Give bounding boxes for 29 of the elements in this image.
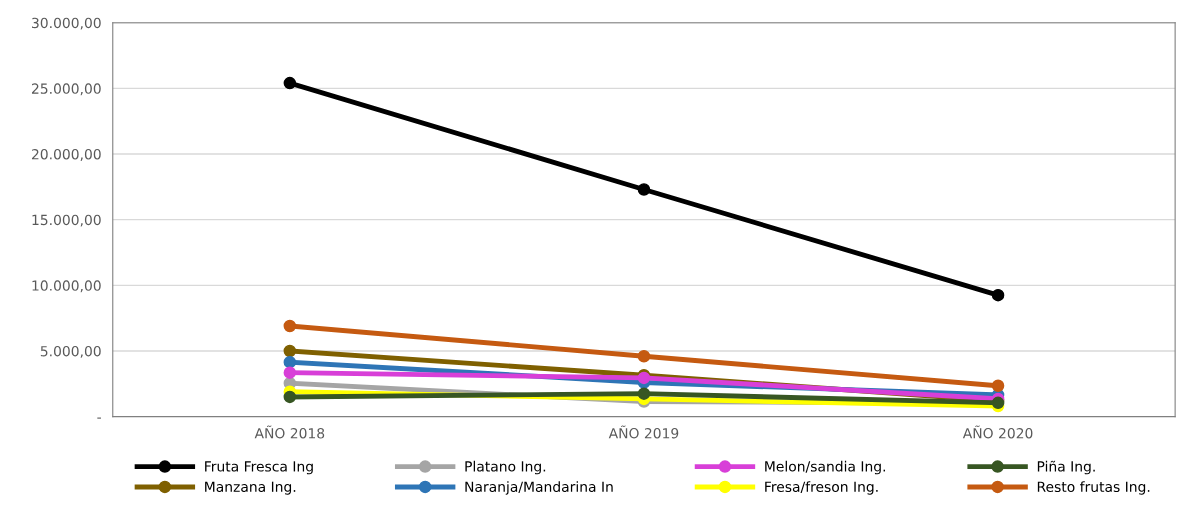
y-tick-label: 25.000,00 [31,83,101,96]
point [283,344,297,358]
x-tick-label: AÑO 2020 [962,425,1033,439]
point [637,387,651,400]
legend-label: Fruta Fresca Ing [205,461,313,475]
legend-label: Naranja/Mandarina In [465,481,613,495]
legend-label: Piña Ing. [1037,460,1095,475]
y-tick-label: 15.000,00 [32,214,101,227]
legend-label: Platano Ing. [465,460,546,475]
point [283,366,297,379]
legend-label: Manzana Ing. [205,481,296,495]
legend-label: Fresa/freson Ing. [765,481,878,495]
point [283,390,297,404]
x-tick-label: AÑO 2019 [608,425,679,439]
y-tick-label: 30.000,00 [32,17,101,30]
point [283,319,297,333]
y-tick-label: 10.000,00 [32,280,101,293]
point [991,379,1005,393]
point [637,349,651,363]
y-tick-label: 20.000,00 [31,148,101,161]
legend-label: Resto frutas Ing. [1037,481,1150,495]
x-tick-label: AÑO 2018 [254,425,325,439]
point [283,76,297,90]
point [991,288,1005,302]
y-tick-label: - [97,417,101,419]
legend-label: Melon/sandia Ing. [765,460,885,475]
y-tick-label: 5.000,00 [40,345,101,358]
point [637,183,651,196]
point [283,355,297,369]
